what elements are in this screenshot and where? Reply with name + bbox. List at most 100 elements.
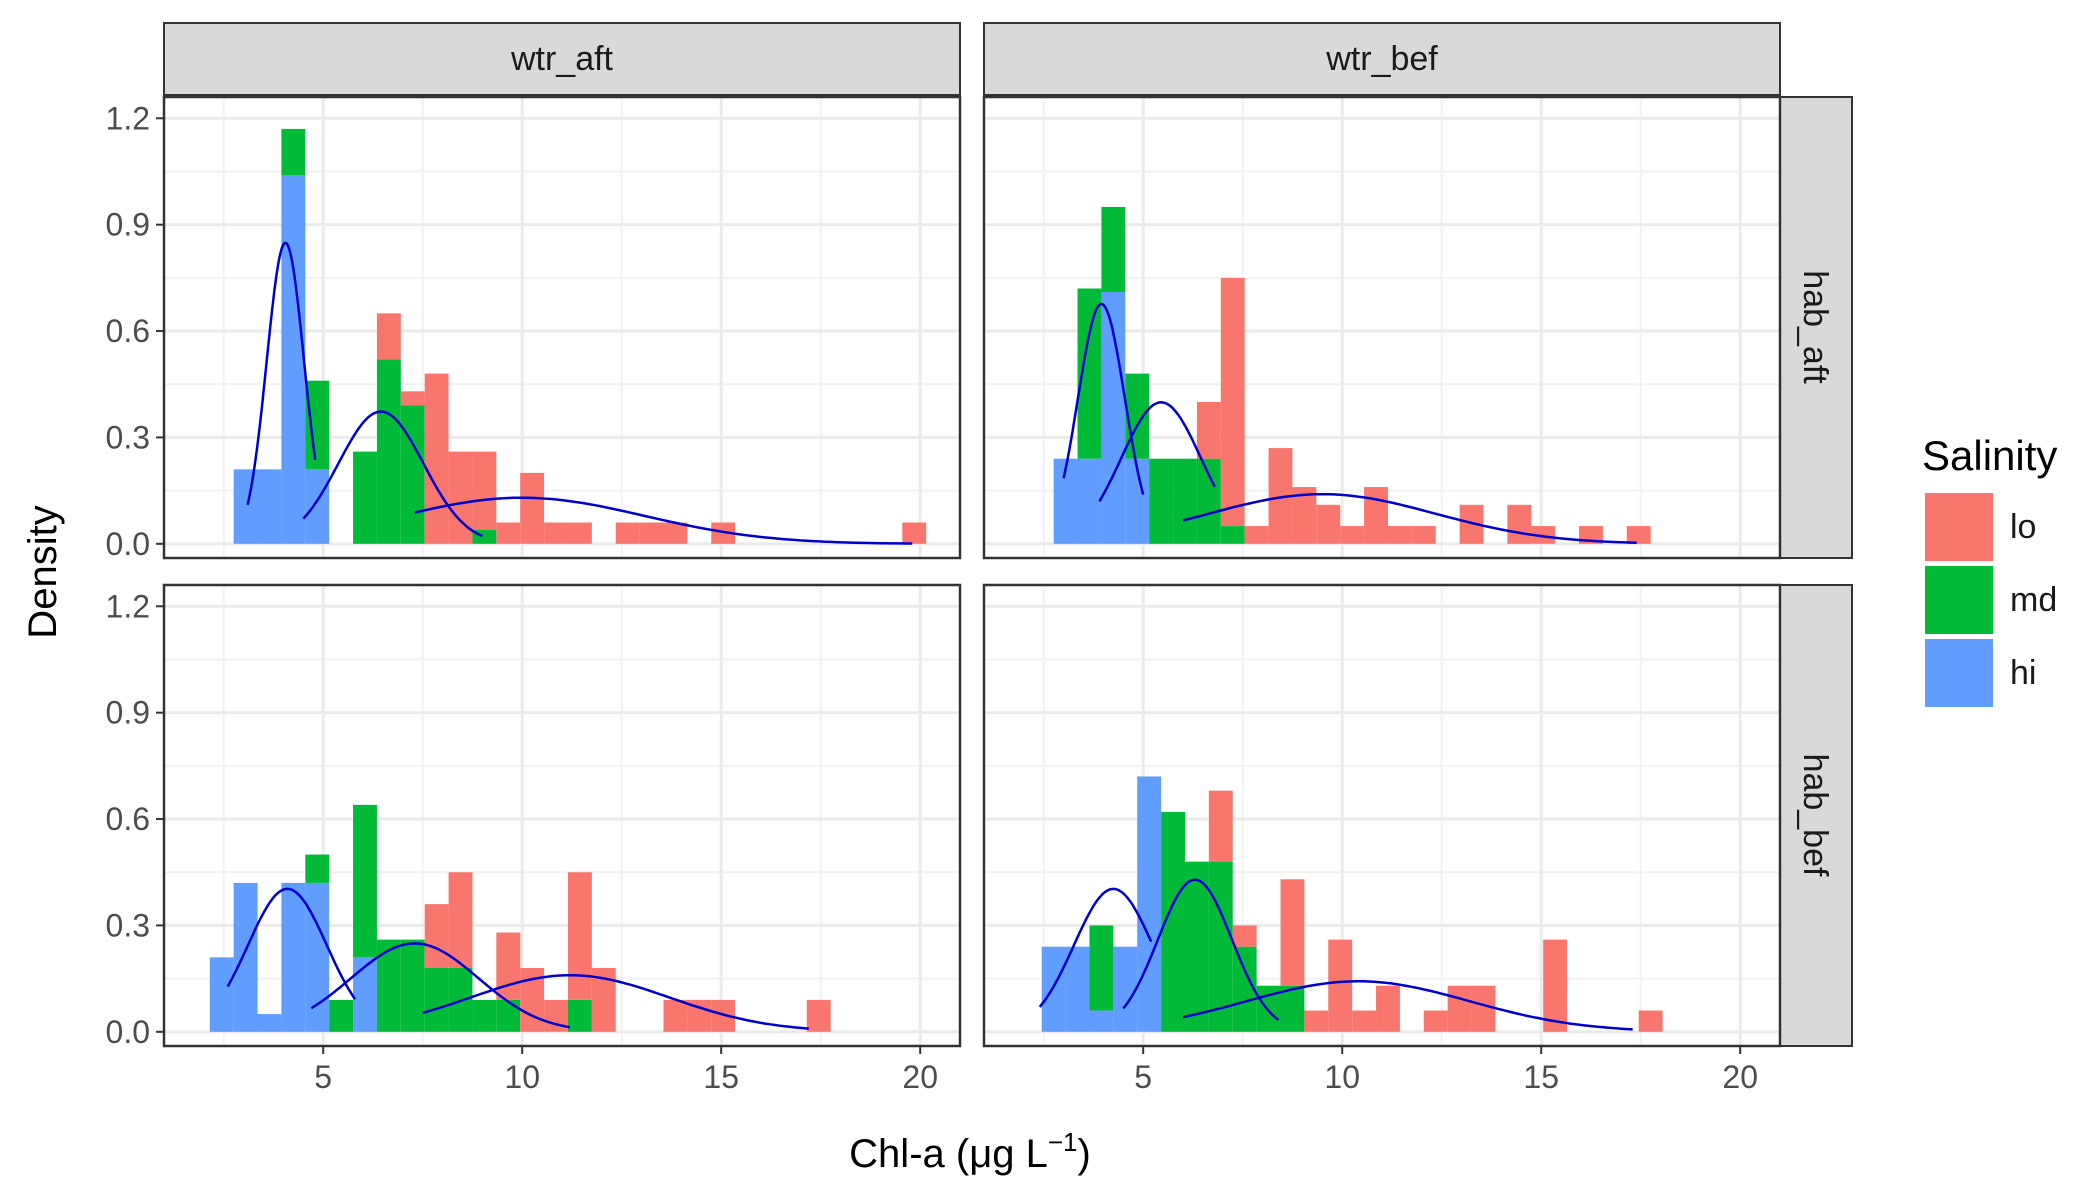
bar-md	[1220, 526, 1245, 544]
bar-hi	[233, 882, 258, 1032]
strip-row-1	[1779, 96, 1853, 559]
bar-lo	[687, 999, 712, 1032]
bar-lo	[663, 999, 688, 1032]
x-tick-label: 20	[902, 1059, 938, 1095]
strip-col-1	[163, 22, 961, 96]
bar-hi	[233, 469, 258, 544]
bar-lo	[567, 522, 592, 544]
x-tick-label: 15	[703, 1059, 739, 1095]
bar-lo	[711, 999, 736, 1032]
bar-lo	[1196, 401, 1221, 459]
bar-lo	[1328, 939, 1353, 1032]
bar-md	[1161, 811, 1185, 1032]
strip-row-2-label: hab_bef	[1796, 754, 1834, 877]
bar-hi	[281, 882, 306, 1032]
bar-lo	[615, 522, 640, 544]
density-curve-lo	[1182, 980, 1633, 1031]
panels: 0.0 0.3 0.6 0.9 1.2 0.0 0.3 0.6 0.9 1.2 5 10 15 20 5 10…	[106, 95, 1782, 1095]
y-tick-label: 0.3	[106, 907, 150, 943]
bar-md	[353, 804, 377, 958]
y-tick-label: 0.3	[106, 419, 150, 455]
bar-md	[329, 999, 354, 1032]
bar-md	[376, 359, 401, 544]
panel-border	[982, 95, 1782, 560]
bar-lo	[1411, 526, 1436, 544]
x-tick-label: 10	[1324, 1059, 1360, 1095]
bar-hi	[1089, 1010, 1114, 1032]
legend-title: Salinity	[1922, 432, 2057, 479]
legend-key-md	[1925, 566, 1993, 634]
bar-lo	[639, 522, 664, 544]
x-tick-label: 15	[1523, 1059, 1559, 1095]
panel-border	[162, 583, 962, 1048]
y-tick-label: 0.9	[106, 695, 150, 731]
bar-lo	[448, 872, 473, 968]
x-tick-label: 5	[314, 1059, 332, 1095]
legend-label-hi: hi	[2010, 654, 2036, 692]
density-curve-lo	[422, 973, 809, 1030]
bar-lo	[1387, 526, 1412, 544]
bar-lo	[1471, 985, 1496, 1032]
legend-key-lo	[1925, 493, 1993, 561]
bar-md	[424, 967, 449, 1032]
bar-lo	[1268, 448, 1293, 544]
bar-md	[353, 451, 377, 544]
bar-lo	[472, 451, 497, 530]
density-curve-md	[1098, 401, 1216, 502]
bar-hi	[1053, 458, 1078, 544]
bar-md	[1232, 946, 1257, 1032]
bar-hi	[1113, 946, 1138, 1032]
density-curve-md	[1122, 878, 1280, 1021]
y-tick-label: 0.0	[106, 526, 150, 562]
bar-md	[305, 380, 330, 470]
bar-md	[1196, 458, 1221, 544]
panel-border	[982, 583, 1782, 1048]
bar-lo	[1304, 1010, 1329, 1032]
legend-label-lo: lo	[2010, 508, 2036, 546]
bar-md	[472, 999, 497, 1032]
panel-wtr_bef-hab_bef: 5 10 15 20	[982, 583, 1782, 1095]
bar-hi	[305, 882, 330, 1032]
bar-lo	[711, 522, 736, 544]
bar-lo	[496, 522, 521, 544]
bar-md	[305, 854, 330, 883]
bar-hi	[281, 175, 306, 544]
density-curve-lo	[1182, 492, 1637, 545]
bar-lo	[1626, 526, 1651, 544]
bar-lo	[1292, 487, 1317, 544]
x-axis-title: Chl-a (μg L−1)	[849, 1127, 1091, 1176]
bar-lo	[902, 522, 927, 544]
panel-wtr_aft-hab_aft: 0.0 0.3 0.6 0.9 1.2	[106, 95, 962, 562]
bar-hi	[209, 957, 234, 1032]
x-axis-title-main: Chl-a (μg L	[849, 1132, 1048, 1176]
bar-lo	[1244, 526, 1269, 544]
bar-lo	[520, 472, 545, 544]
bar-lo	[1280, 879, 1305, 986]
strip-col-2-label: wtr_bef	[1325, 40, 1438, 78]
x-axis-title-close: )	[1078, 1132, 1091, 1176]
bar-lo	[567, 872, 592, 1000]
x-axis-title-sup: −1	[1048, 1127, 1078, 1157]
bar-lo	[400, 391, 425, 406]
bar-md	[1077, 288, 1102, 459]
bar-lo	[448, 451, 473, 544]
bar-lo	[1376, 985, 1400, 1032]
density-curve-hi	[1038, 887, 1153, 1008]
y-tick-label: 0.0	[106, 1014, 150, 1050]
bar-lo	[1364, 487, 1388, 544]
strip-row-2	[1779, 584, 1853, 1047]
panel-border	[162, 95, 962, 560]
bar-hi	[1101, 292, 1126, 544]
strip-col-1-label: wtr_aft	[510, 40, 614, 78]
y-tick-label: 0.6	[106, 801, 150, 837]
bar-md	[400, 405, 425, 544]
bar-lo	[424, 373, 449, 544]
strip-col-2	[983, 22, 1781, 96]
bar-lo	[1208, 790, 1233, 862]
bar-lo	[1423, 1010, 1448, 1032]
x-tick-label: 10	[504, 1059, 540, 1095]
bar-lo	[1352, 1010, 1377, 1032]
bar-hi	[257, 1014, 282, 1032]
y-tick-label: 0.9	[106, 207, 150, 243]
